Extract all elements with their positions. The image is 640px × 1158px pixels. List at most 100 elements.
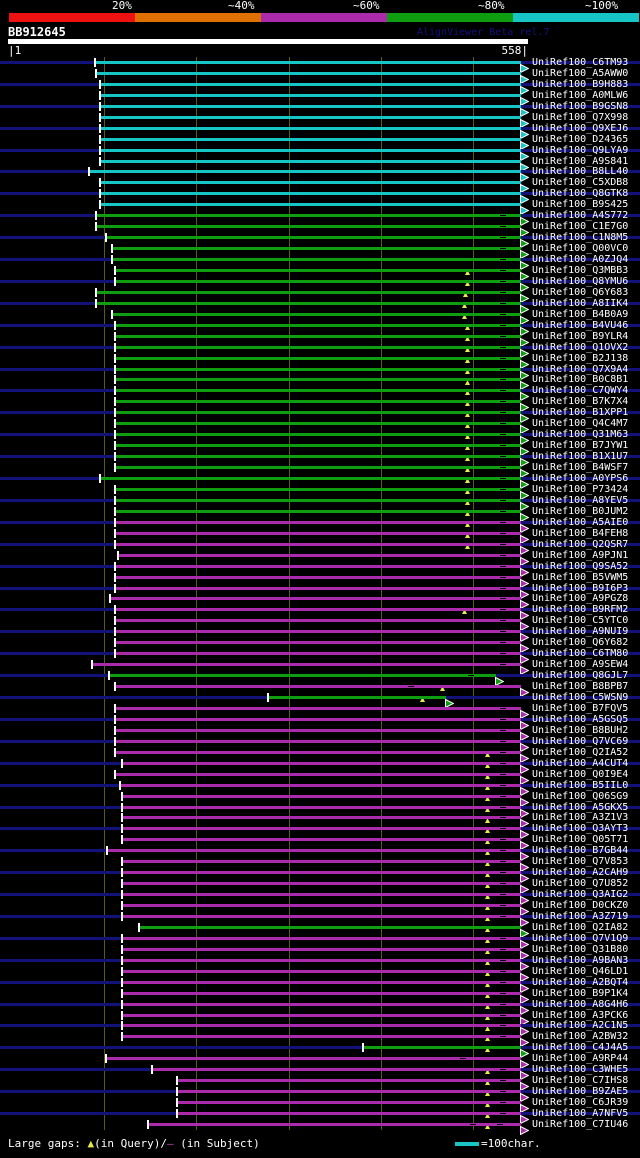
- alignment-bar[interactable]: [115, 378, 521, 381]
- subject-label[interactable]: UniRef100_Q8GTK8: [532, 188, 629, 199]
- subject-label[interactable]: UniRef100_D24365: [532, 134, 629, 145]
- alignment-bar[interactable]: [106, 1057, 521, 1060]
- subject-label[interactable]: UniRef100_Q8GJL7: [532, 670, 629, 681]
- alignment-bar[interactable]: [95, 61, 521, 64]
- alignment-bar[interactable]: [115, 773, 521, 776]
- alignment-bar[interactable]: [115, 422, 521, 425]
- subject-label[interactable]: UniRef100_B1XPP1: [532, 407, 629, 418]
- subject-label[interactable]: UniRef100_B7GB44: [532, 845, 629, 856]
- subject-label[interactable]: UniRef100_B9I6P3: [532, 583, 629, 594]
- subject-label[interactable]: UniRef100_C1N8M5: [532, 232, 629, 243]
- subject-label[interactable]: UniRef100_A2BQT4: [532, 977, 629, 988]
- subject-label[interactable]: UniRef100_B5VWM5: [532, 572, 629, 583]
- subject-label[interactable]: UniRef100_A3Z719: [532, 911, 629, 922]
- alignment-bar[interactable]: [115, 521, 521, 524]
- alignment-bar[interactable]: [115, 433, 521, 436]
- subject-label[interactable]: UniRef100_A2BW32: [532, 1031, 629, 1042]
- subject-label[interactable]: UniRef100_A0ZJQ4: [532, 254, 629, 265]
- alignment-bar[interactable]: [115, 269, 521, 272]
- alignment-bar[interactable]: [122, 838, 521, 841]
- subject-label[interactable]: UniRef100_B7FQV5: [532, 703, 629, 714]
- alignment-bar[interactable]: [122, 816, 521, 819]
- alignment-bar[interactable]: [122, 904, 521, 907]
- alignment-bar[interactable]: [96, 291, 521, 294]
- subject-label[interactable]: UniRef100_Q00VC0: [532, 243, 629, 254]
- alignment-bar[interactable]: [100, 149, 521, 152]
- subject-label[interactable]: UniRef100_B9GSN8: [532, 101, 629, 112]
- alignment-bar[interactable]: [96, 225, 521, 228]
- subject-label[interactable]: UniRef100_A9SEW4: [532, 659, 629, 670]
- subject-label[interactable]: UniRef100_C5XDB8: [532, 177, 629, 188]
- subject-label[interactable]: UniRef100_Q9LYA9: [532, 145, 629, 156]
- alignment-bar[interactable]: [115, 587, 521, 590]
- alignment-bar[interactable]: [109, 674, 496, 677]
- subject-label[interactable]: UniRef100_B9S425: [532, 199, 629, 210]
- subject-label[interactable]: UniRef100_A7NFV5: [532, 1108, 629, 1119]
- alignment-bar[interactable]: [115, 707, 521, 710]
- subject-label[interactable]: UniRef100_B4WSF7: [532, 462, 629, 473]
- subject-label[interactable]: UniRef100_Q31B80: [532, 944, 629, 955]
- subject-label[interactable]: UniRef100_B9H883: [532, 79, 629, 90]
- subject-label[interactable]: UniRef100_B1X1U7: [532, 451, 629, 462]
- subject-label[interactable]: UniRef100_A9NUI9: [532, 626, 629, 637]
- alignment-bar[interactable]: [115, 455, 521, 458]
- alignment-bar[interactable]: [177, 1079, 521, 1082]
- alignment-bar[interactable]: [96, 214, 521, 217]
- alignment-bar[interactable]: [122, 1014, 521, 1017]
- subject-label[interactable]: UniRef100_Q31M63: [532, 429, 629, 440]
- subject-label[interactable]: UniRef100_B9ZAE5: [532, 1086, 629, 1097]
- alignment-bar[interactable]: [177, 1090, 521, 1093]
- alignment-bar[interactable]: [107, 849, 521, 852]
- alignment-bar[interactable]: [122, 970, 521, 973]
- subject-label[interactable]: UniRef100_B0JUM2: [532, 506, 629, 517]
- subject-label[interactable]: UniRef100_Q7X9A4: [532, 364, 629, 375]
- alignment-bar[interactable]: [115, 324, 521, 327]
- alignment-bar[interactable]: [122, 948, 521, 951]
- alignment-bar[interactable]: [148, 1123, 521, 1126]
- alignment-bar[interactable]: [112, 247, 521, 250]
- subject-label[interactable]: UniRef100_A9PGZ8: [532, 593, 629, 604]
- subject-label[interactable]: UniRef100_Q05T71: [532, 834, 629, 845]
- alignment-bar[interactable]: [122, 937, 521, 940]
- subject-label[interactable]: UniRef100_Q06SG9: [532, 791, 629, 802]
- subject-label[interactable]: UniRef100_Q7VC69: [532, 736, 629, 747]
- alignment-bar[interactable]: [100, 94, 521, 97]
- alignment-bar[interactable]: [110, 597, 521, 600]
- alignment-bar[interactable]: [115, 488, 521, 491]
- alignment-plot[interactable]: UniRef100_C6TM93 UniRef100_A5AWW0 UniRef10…: [0, 57, 640, 1136]
- subject-label[interactable]: UniRef100_Q7V1Q9: [532, 933, 629, 944]
- alignment-bar[interactable]: [100, 127, 521, 130]
- alignment-bar[interactable]: [363, 1046, 521, 1049]
- alignment-bar[interactable]: [115, 444, 521, 447]
- alignment-bar[interactable]: [122, 762, 521, 765]
- alignment-bar[interactable]: [100, 181, 521, 184]
- subject-label[interactable]: UniRef100_P73424: [532, 484, 629, 495]
- alignment-bar[interactable]: [115, 740, 521, 743]
- subject-label[interactable]: UniRef100_Q2IA82: [532, 922, 629, 933]
- subject-label[interactable]: UniRef100_Q1OVX2: [532, 342, 629, 353]
- subject-label[interactable]: UniRef100_C5WSN9: [532, 692, 629, 703]
- alignment-bar[interactable]: [122, 871, 521, 874]
- alignment-bar[interactable]: [96, 302, 521, 305]
- alignment-bar[interactable]: [92, 663, 521, 666]
- alignment-bar[interactable]: [115, 565, 521, 568]
- subject-label[interactable]: UniRef100_C5YTC0: [532, 615, 629, 626]
- subject-label[interactable]: UniRef100_B7JYW1: [532, 440, 629, 451]
- subject-label[interactable]: UniRef100_B4VU46: [532, 320, 629, 331]
- subject-label[interactable]: UniRef100_A9RP44: [532, 1053, 629, 1064]
- subject-label[interactable]: UniRef100_C6JR39: [532, 1097, 629, 1108]
- subject-label[interactable]: UniRef100_Q8YMU6: [532, 276, 629, 287]
- alignment-bar[interactable]: [115, 389, 521, 392]
- alignment-bar[interactable]: [115, 641, 521, 644]
- alignment-bar[interactable]: [122, 1035, 521, 1038]
- subject-label[interactable]: UniRef100_Q7V853: [532, 856, 629, 867]
- alignment-bar[interactable]: [106, 236, 521, 239]
- alignment-bar[interactable]: [122, 915, 521, 918]
- alignment-bar[interactable]: [115, 543, 521, 546]
- subject-label[interactable]: UniRef100_A3Z1V3: [532, 812, 629, 823]
- subject-label[interactable]: UniRef100_C7IHS8: [532, 1075, 629, 1086]
- subject-label[interactable]: UniRef100_B5IIL0: [532, 780, 629, 791]
- subject-label[interactable]: UniRef100_C6TM93: [532, 57, 629, 68]
- alignment-bar[interactable]: [100, 105, 521, 108]
- subject-label[interactable]: UniRef100_C1E7G0: [532, 221, 629, 232]
